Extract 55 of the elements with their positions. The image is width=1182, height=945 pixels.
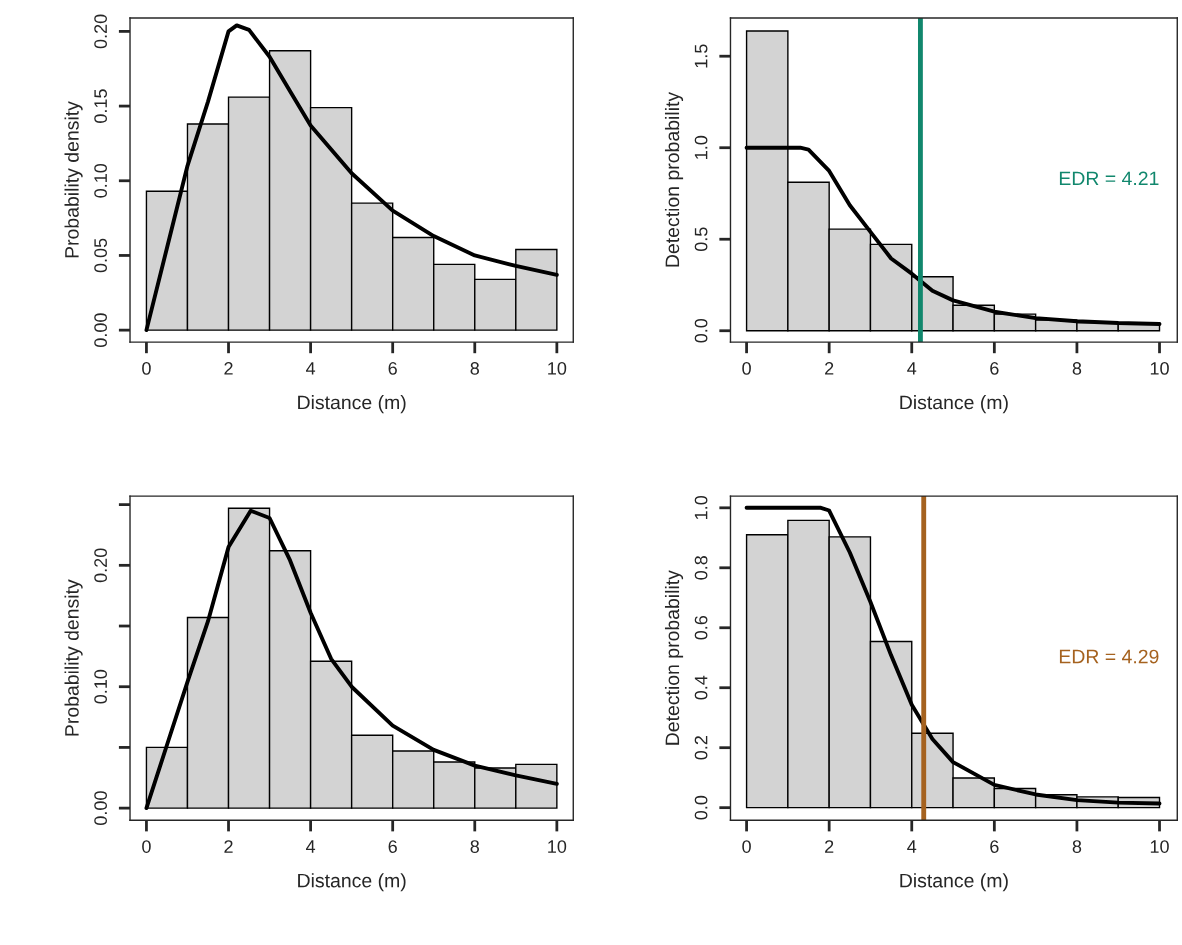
x-tick-label: 8	[470, 362, 480, 375]
x-axis-title: Distance (m)	[900, 873, 1008, 892]
y-tick-label: 0.6	[694, 616, 708, 640]
y-tick-label: 0.0	[694, 795, 708, 820]
y-tick-label: 0.20	[94, 14, 108, 49]
x-tick-label: 8	[1072, 840, 1082, 853]
y-tick-label: 0.10	[94, 669, 108, 704]
line-series	[144, 508, 559, 811]
ref-line-label: EDR = 4.29	[1059, 649, 1159, 664]
y-tick-label: 0.4	[694, 675, 708, 700]
y-tick-label: 0.00	[94, 313, 108, 347]
x-tick-label: 10	[1150, 362, 1169, 375]
x-tick-label: 6	[990, 840, 999, 853]
x-tick-label: 10	[1150, 840, 1169, 853]
x-tick-label: 6	[388, 362, 397, 375]
y-axis-title: Probability density	[64, 579, 83, 736]
x-tick-label: 4	[306, 840, 316, 853]
x-tick-label: 0	[142, 840, 151, 853]
x-tick-label: 0	[742, 362, 751, 375]
x-tick-label: 2	[825, 840, 834, 853]
y-tick-label: 0.0	[694, 318, 708, 343]
y-tick-label: 0.5	[694, 227, 708, 252]
y-tick-label: 0.10	[94, 163, 108, 198]
x-tick-label: 2	[224, 362, 233, 375]
y-tick-label: 0.20	[94, 548, 108, 583]
x-tick-label: 4	[306, 362, 316, 375]
x-tick-label: 0	[742, 840, 751, 853]
x-tick-label: 10	[548, 362, 567, 375]
x-tick-label: 8	[1072, 362, 1082, 375]
line-series	[744, 505, 1162, 806]
line-series	[144, 23, 559, 333]
y-tick-label: 0.00	[94, 791, 108, 825]
x-tick-label: 8	[470, 840, 480, 853]
y-tick-label: 0.05	[94, 238, 108, 273]
x-tick-label: 2	[825, 362, 834, 375]
x-tick-label: 10	[548, 840, 567, 853]
x-tick-label: 2	[224, 840, 233, 853]
x-axis-title: Distance (m)	[900, 395, 1008, 414]
y-tick-label: 0.2	[694, 736, 708, 760]
y-tick-label: 0.8	[694, 556, 708, 580]
x-tick-label: 0	[142, 362, 151, 375]
ref-line-label: EDR = 4.21	[1059, 171, 1159, 186]
x-tick-label: 6	[990, 362, 999, 375]
y-tick-label: 1.0	[694, 135, 708, 159]
y-tick-label: 1.5	[694, 44, 708, 68]
y-axis-title: Detection probability	[664, 91, 684, 267]
x-tick-label: 6	[388, 840, 397, 853]
y-tick-label: 0.15	[94, 89, 108, 123]
y-axis-title: Probability density	[64, 101, 83, 258]
x-axis-title: Distance (m)	[298, 873, 406, 892]
x-tick-label: 4	[907, 840, 917, 853]
y-axis-title: Detection probability	[664, 570, 684, 745]
x-tick-label: 4	[907, 362, 917, 375]
y-tick-label: 1.0	[694, 495, 708, 519]
x-axis-title: Distance (m)	[298, 395, 406, 414]
